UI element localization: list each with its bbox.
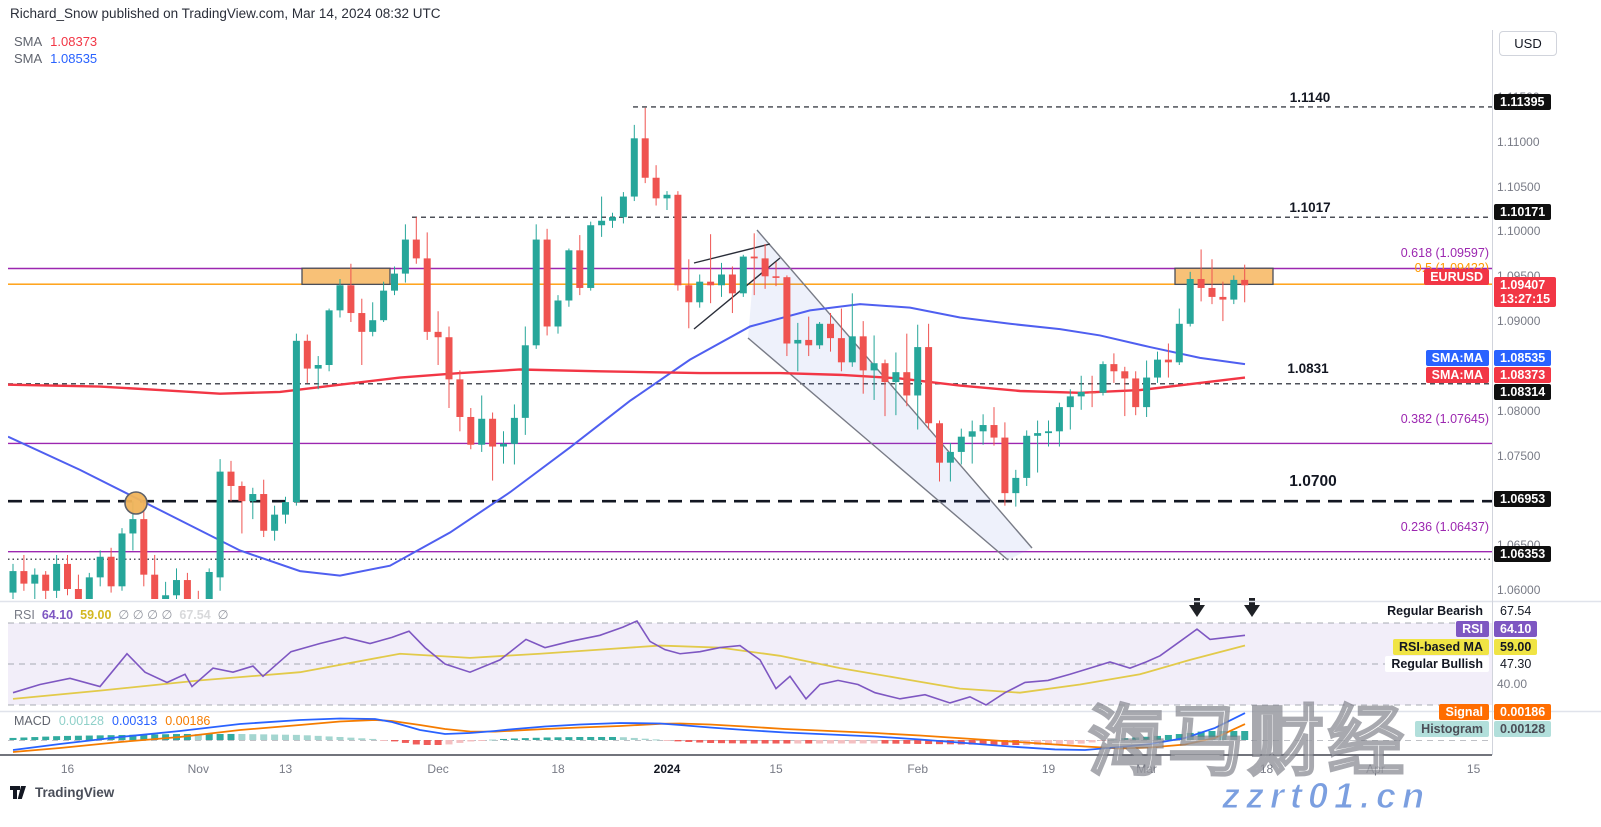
price-axis-badge: 1.08535 (1494, 350, 1552, 366)
price-axis-badge: 59.00 (1494, 639, 1538, 655)
channel-lower-line[interactable] (747, 337, 1009, 561)
sma-legend-row-1[interactable]: SMA 1.08373 (14, 33, 97, 50)
price-axis-badge: 1.08373 (1494, 367, 1552, 383)
tradingview-brand-text: TradingView (35, 785, 115, 800)
price-axis-badge: 67.54 (1494, 603, 1538, 619)
price-axis-badge: 1.08314 (1494, 384, 1552, 400)
rsi-pane[interactable] (8, 598, 1492, 706)
axis-left-label: RSI (1456, 621, 1489, 637)
price-axis-tick: 1.08000 (1497, 404, 1541, 418)
price-axis-tick: 1.09000 (1497, 314, 1541, 328)
time-axis-tick: 18 (551, 762, 565, 776)
time-axis-tick: Mar (1136, 762, 1157, 776)
macd-histogram (9, 731, 1249, 746)
price-axis-tick: 1.10500 (1497, 180, 1541, 194)
macd-label: MACD (14, 714, 51, 728)
time-axis-tick: 15 (1466, 762, 1481, 776)
time-axis-tick: Apr (1366, 762, 1385, 776)
axis-left-label: SMA:MA (1425, 367, 1489, 383)
price-axis-tick: 1.07500 (1497, 449, 1541, 463)
sma2-value: 1.08535 (50, 51, 98, 66)
sma-fast-line[interactable] (8, 368, 1246, 395)
price-axis-tick: 1.06000 (1497, 583, 1541, 597)
tradingview-logo[interactable]: TradingView (10, 785, 114, 800)
time-axis-tick: 15 (769, 762, 783, 776)
publish-caption: Richard_Snow published on TradingView.co… (10, 6, 441, 21)
axis-left-label: Regular Bearish (1381, 603, 1489, 619)
sma1-label: SMA (14, 34, 43, 49)
price-axis-badge: 0.00128 (1494, 721, 1552, 737)
macd-line[interactable] (12, 712, 1246, 751)
rsi-label: RSI (14, 608, 35, 622)
rsi-legend-row[interactable]: RSI 64.10 59.00 ∅ ∅ ∅ ∅ 67.54 ∅ (14, 607, 236, 622)
time-axis-tick: Dec (427, 762, 449, 776)
last-price-value: 1.09407 (1500, 278, 1546, 292)
macd-signal-value: 0.00186 (165, 714, 211, 728)
sma2-label: SMA (14, 51, 43, 66)
axis-left-label: RSI-based MA (1392, 639, 1489, 655)
price-axis-tick: 1.10000 (1497, 224, 1541, 238)
bar-countdown: 13:27:15 (1500, 292, 1551, 306)
macd-legend-row[interactable]: MACD 0.00128 0.00313 0.00186 (14, 714, 218, 728)
time-axis-tick: 18 (1259, 762, 1274, 776)
sma-legend-row-2[interactable]: SMA 1.08535 (14, 50, 97, 67)
rsi-line[interactable] (12, 619, 1246, 706)
axis-left-label: Regular Bullish (1385, 656, 1489, 672)
price-axis-badge: 1.06353 (1494, 546, 1552, 562)
time-axis-tick: 13 (278, 762, 293, 776)
bear-flag-channel-fill[interactable] (748, 230, 1032, 560)
time-axis-tick: 16 (60, 762, 75, 776)
indicator-legend: SMA 1.08373 SMA 1.08535 (14, 33, 97, 67)
rsi-axis-tick: 40.00 (1497, 677, 1528, 691)
level-label: 1.0831 (1287, 361, 1329, 376)
axis-left-label: Signal (1439, 704, 1489, 720)
sma1-value: 1.08373 (50, 34, 98, 49)
time-axis-tick: Feb (907, 762, 929, 776)
level-label: 1.1017 (1289, 200, 1331, 215)
axis-left-label: 0.382 (1.07645) (1400, 412, 1489, 426)
time-axis-tick: 2024 (653, 762, 681, 776)
level-label: 1.1140 (1289, 90, 1331, 105)
time-axis-tick: Nov (187, 762, 209, 776)
price-pane[interactable] (8, 106, 1492, 629)
channel-upper-line[interactable] (756, 229, 1033, 549)
level-label: 1.0700 (1289, 473, 1337, 490)
price-axis-badge: 1.10171 (1494, 204, 1552, 220)
price-axis-badge: 1.11395 (1494, 94, 1551, 110)
rsi-null-values: ∅ ∅ ∅ ∅ (118, 608, 173, 622)
price-axis-badge: 1.06953 (1494, 491, 1552, 507)
axis-left-label: 0.236 (1.06437) (1400, 520, 1489, 534)
rsi-divergence-value: 67.54 (179, 608, 211, 622)
supply-zone-box-1[interactable] (301, 267, 391, 286)
macd-signal-line[interactable] (12, 719, 1246, 753)
macd-value: 0.00313 (112, 714, 158, 728)
time-axis-tick: 19 (1041, 762, 1056, 776)
rsi-value: 64.10 (41, 608, 74, 622)
price-axis-badge: 0.00186 (1494, 704, 1552, 720)
last-price-box: 1.09407 13:27:15 (1494, 277, 1557, 307)
circle-marker[interactable] (124, 491, 148, 515)
axis-left-label: 0.618 (1.09597) (1400, 246, 1489, 260)
axis-left-label: EURUSD (1424, 269, 1489, 285)
axis-left-label: Histogram (1415, 721, 1489, 737)
candlestick-series[interactable] (9, 107, 1249, 629)
price-axis-badge: 64.10 (1494, 621, 1538, 637)
macd-hist-value: 0.00128 (58, 714, 104, 728)
rsi-null-value-2: ∅ (217, 608, 229, 622)
tradingview-mark-icon (10, 786, 26, 799)
macd-pane[interactable] (8, 712, 1492, 753)
rsi-ma-value: 59.00 (80, 608, 112, 622)
sma-slow-line[interactable] (8, 303, 1246, 577)
price-axis-badge: 47.30 (1494, 656, 1538, 672)
axis-left-label: SMA:MA (1425, 350, 1489, 366)
currency-button[interactable]: USD (1499, 31, 1557, 56)
pennant-line-1[interactable] (693, 243, 771, 264)
price-axis-tick: 1.11000 (1497, 135, 1540, 149)
